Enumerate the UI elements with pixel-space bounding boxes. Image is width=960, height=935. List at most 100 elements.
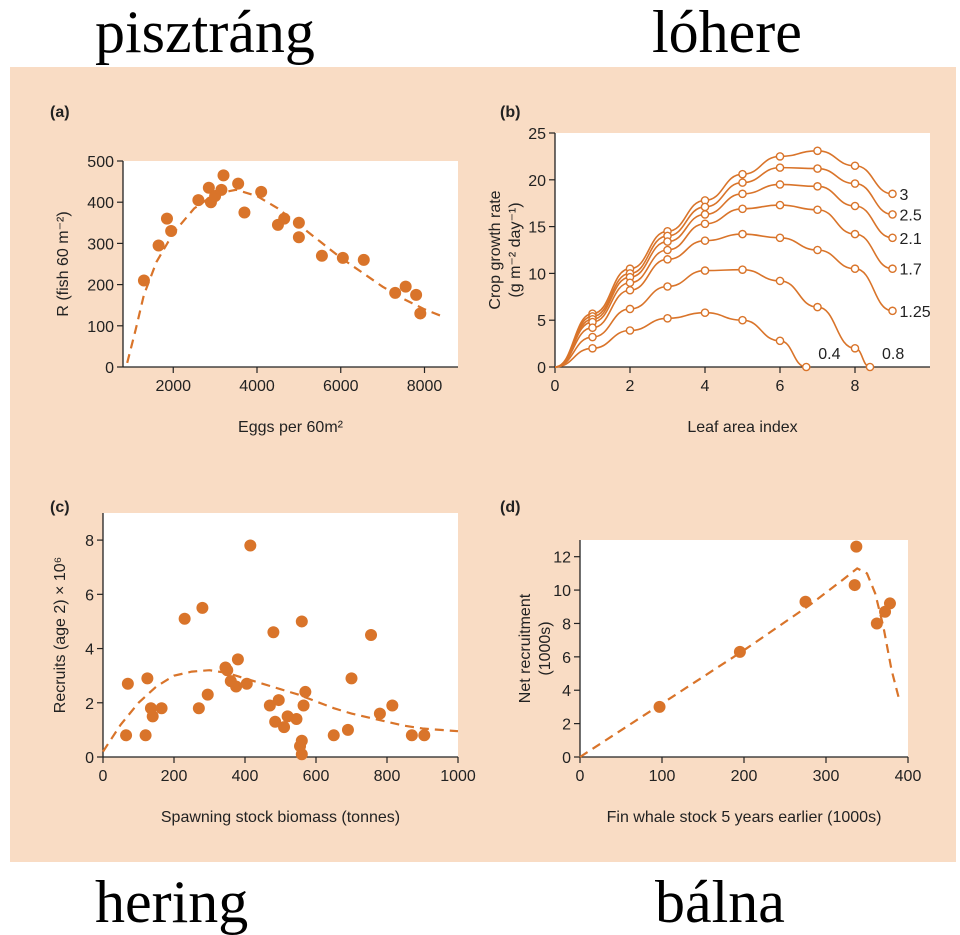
y-axis-label-a: R (fish 60 m⁻²) bbox=[55, 211, 72, 316]
series-marker-2.5 bbox=[775, 163, 785, 172]
data-point-c bbox=[295, 748, 308, 761]
data-point-c bbox=[155, 702, 168, 715]
data-point-c bbox=[139, 729, 152, 742]
panel-label-d: (d) bbox=[500, 499, 520, 516]
data-point-a bbox=[202, 181, 215, 194]
series-marker-0.4 bbox=[775, 336, 785, 346]
series-marker-3 bbox=[813, 146, 822, 156]
series-line-1.7 bbox=[554, 204, 893, 368]
panel-label-b: (b) bbox=[500, 104, 520, 121]
label-pisztrang: pisztráng bbox=[95, 0, 315, 65]
fit-curve-a bbox=[126, 188, 446, 364]
data-point-a bbox=[137, 274, 150, 287]
series-marker-0.4 bbox=[588, 343, 597, 353]
data-point-a bbox=[389, 286, 402, 299]
data-point-c bbox=[230, 680, 243, 693]
x-tick-label-d: 400 bbox=[895, 768, 922, 785]
x-tick-label-c: 1000 bbox=[440, 768, 476, 785]
label-balna: bálna bbox=[655, 869, 785, 935]
data-point-c bbox=[272, 694, 285, 707]
y-tick-label-b: 20 bbox=[528, 173, 546, 190]
series-marker-1.25 bbox=[850, 264, 860, 274]
data-point-c bbox=[221, 664, 234, 677]
x-tick-label-a: 4000 bbox=[239, 378, 275, 395]
y-tick-label-d: 8 bbox=[562, 616, 571, 633]
x-tick-label-d: 100 bbox=[649, 768, 676, 785]
data-point-c bbox=[146, 710, 159, 723]
x-tick-label-c: 800 bbox=[374, 768, 401, 785]
data-point-a bbox=[414, 307, 427, 320]
y-tick-label-c: 2 bbox=[85, 696, 94, 713]
y-axis-label-b: (g m⁻² day⁻¹) bbox=[507, 202, 524, 297]
data-point-c bbox=[278, 721, 291, 734]
series-marker-0.8 bbox=[588, 332, 597, 342]
data-point-d bbox=[870, 617, 883, 630]
data-point-a bbox=[217, 169, 230, 182]
series-marker-0.4 bbox=[738, 315, 747, 325]
y-tick-label-a: 400 bbox=[87, 195, 114, 212]
data-point-c bbox=[418, 729, 431, 742]
series-marker-1.7 bbox=[775, 200, 785, 210]
data-point-c bbox=[267, 626, 280, 639]
y-tick-label-c: 6 bbox=[85, 587, 94, 604]
x-tick-label-b: 4 bbox=[701, 378, 710, 395]
series-marker-0.4 bbox=[625, 326, 635, 335]
y-tick-label-b: 10 bbox=[528, 266, 546, 283]
chart-b: (b) 0 2 4 6 8 0 5 10 15 20 25 Leaf area index Crop gr… bbox=[487, 104, 931, 436]
y-tick-label-d: 10 bbox=[553, 583, 571, 600]
data-point-a bbox=[278, 212, 291, 225]
y-tick-label-b: 15 bbox=[528, 220, 546, 237]
series-marker-2.5 bbox=[850, 179, 860, 188]
data-point-a bbox=[192, 194, 205, 207]
series-marker-2.5 bbox=[813, 164, 822, 173]
series-marker-1.7 bbox=[813, 205, 822, 215]
data-point-c bbox=[299, 685, 312, 698]
series-marker-2.1 bbox=[700, 210, 710, 219]
series-marker-1.25 bbox=[738, 229, 747, 239]
x-tick-label-c: 400 bbox=[232, 768, 259, 785]
series-label-0.8: 0.8 bbox=[882, 346, 904, 363]
data-point-c bbox=[295, 615, 308, 628]
data-point-c bbox=[386, 699, 399, 712]
series-marker-1.25 bbox=[700, 236, 710, 245]
plot-area-a bbox=[123, 161, 458, 367]
series-marker-2.1 bbox=[775, 180, 785, 189]
data-point-c bbox=[231, 653, 244, 666]
plot-area-c bbox=[103, 513, 458, 757]
figure-panel-group: (a) 2000 4000 6000 8000 0 100 200 300 400 500 Eggs … bbox=[10, 67, 956, 862]
data-point-a bbox=[232, 177, 245, 190]
series-marker-0.8 bbox=[850, 343, 860, 353]
y-tick-label-a: 200 bbox=[87, 278, 114, 295]
data-point-a bbox=[357, 253, 370, 266]
data-point-a bbox=[238, 206, 251, 219]
data-point-d bbox=[733, 645, 746, 658]
y-tick-label-a: 0 bbox=[105, 360, 114, 377]
series-marker-1.7 bbox=[625, 278, 635, 288]
data-point-a bbox=[152, 239, 165, 252]
x-tick-label-b: 0 bbox=[551, 378, 560, 395]
series-label-2.1: 2.1 bbox=[900, 231, 922, 248]
data-point-d bbox=[653, 700, 666, 713]
data-point-a bbox=[315, 249, 328, 262]
series-marker-1.7 bbox=[663, 245, 672, 255]
data-point-c bbox=[341, 723, 354, 736]
series-marker-1.25 bbox=[588, 323, 597, 332]
label-lohere: lóhere bbox=[652, 0, 802, 65]
data-point-c bbox=[120, 729, 133, 742]
series-label-3: 3 bbox=[900, 187, 909, 204]
series-marker-1.25 bbox=[888, 306, 897, 316]
data-point-a bbox=[336, 251, 349, 264]
y-tick-label-b: 25 bbox=[528, 126, 546, 143]
data-point-c bbox=[373, 707, 386, 720]
series-label-1.7: 1.7 bbox=[900, 262, 922, 279]
series-label-0.4: 0.4 bbox=[818, 346, 840, 363]
x-tick-label-d: 300 bbox=[813, 768, 840, 785]
series-marker-0.8 bbox=[625, 304, 635, 314]
series-marker-3 bbox=[775, 152, 785, 161]
data-point-c bbox=[263, 699, 276, 712]
y-tick-label-d: 0 bbox=[562, 750, 571, 767]
x-tick-label-a: 2000 bbox=[155, 378, 191, 395]
series-marker-1.7 bbox=[888, 264, 897, 274]
series-marker-3 bbox=[850, 161, 860, 171]
series-marker-0.8 bbox=[865, 362, 875, 372]
